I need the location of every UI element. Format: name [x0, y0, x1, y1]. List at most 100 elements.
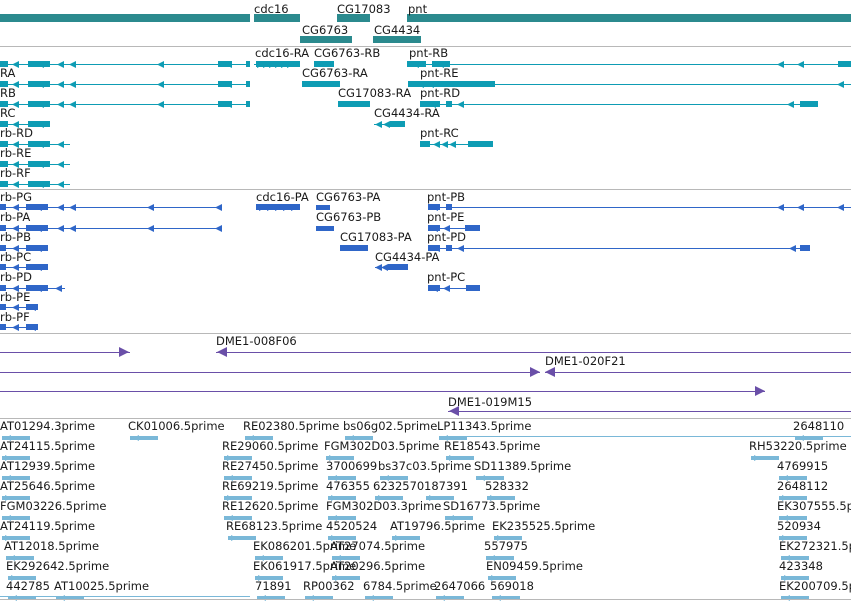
protein-pnt-PB-exon[interactable]	[446, 204, 452, 210]
rna-rb-RB-exon[interactable]	[246, 81, 250, 87]
est-label[interactable]: AT24115.5prime	[0, 439, 96, 453]
protein-pnt-PD-exon[interactable]	[800, 245, 810, 251]
rna-pnt-RD-exon[interactable]	[800, 101, 818, 107]
protein-label-rb-PA[interactable]: rb-PA	[0, 210, 31, 224]
est-label[interactable]: 2647066	[434, 579, 486, 593]
est-label[interactable]: AT10025.5prime	[54, 579, 150, 593]
est-label[interactable]: RE02380.5prime	[243, 419, 340, 433]
est-alignment[interactable]	[224, 496, 252, 500]
est-label[interactable]: RE18543.5prime	[444, 439, 541, 453]
est-alignment[interactable]	[224, 456, 252, 460]
protein-label-rb-PD[interactable]: rb-PD	[0, 270, 32, 284]
est-label[interactable]: 569018	[490, 579, 534, 593]
rna-label-RB[interactable]: RB	[0, 86, 16, 100]
protein-rb-PB-exon[interactable]	[0, 245, 6, 251]
est-label[interactable]: EK086201.5prime	[253, 539, 357, 553]
est-label[interactable]: 4520524	[326, 519, 378, 533]
est-label[interactable]: 3700699	[326, 459, 378, 473]
protein-rb-PC-exon[interactable]	[0, 264, 6, 270]
protein-rb-PA-exon[interactable]	[0, 225, 6, 231]
protein-label-CG6763-PB[interactable]: CG6763-PB	[316, 210, 382, 224]
gene-label-CG4434[interactable]: CG4434	[374, 23, 421, 37]
est-alignment[interactable]	[2, 536, 30, 540]
rna-label-CG4434-RA[interactable]: CG4434-RA	[374, 106, 440, 120]
protein-pnt-PE-exon[interactable]	[465, 225, 480, 231]
est-alignment[interactable]	[445, 516, 473, 520]
rna-rb-RG-exon[interactable]	[0, 181, 8, 187]
protein-label-pnt-PC[interactable]: pnt-PC	[427, 270, 466, 284]
rna-pnt-RC-exon[interactable]	[468, 141, 493, 147]
est-label[interactable]: AT12018.5prime	[4, 539, 100, 553]
est-label[interactable]: LP11343.5prime	[437, 419, 532, 433]
est-label[interactable]: RE27450.5prime	[222, 459, 319, 473]
rna-label-CG6763-RB[interactable]: CG6763-RB	[314, 46, 381, 60]
rna-label-rb-RD[interactable]: rb-RD	[0, 126, 34, 140]
est-alignment[interactable]	[380, 476, 408, 480]
clone-label-DME1-019M15[interactable]: DME1-019M15	[448, 395, 533, 409]
rna-label-CG6763-RA[interactable]: CG6763-RA	[302, 66, 368, 80]
est-alignment[interactable]	[332, 556, 360, 560]
est-alignment[interactable]	[375, 496, 403, 500]
rna-rb-RC-exon[interactable]	[0, 101, 8, 107]
est-label[interactable]: 442785	[6, 579, 50, 593]
gene-cdc16-glyph[interactable]	[254, 14, 300, 22]
est-label[interactable]: RE69219.5prime	[222, 479, 319, 493]
rna-label-CG17083-RA[interactable]: CG17083-RA	[338, 86, 412, 100]
est-alignment[interactable]	[328, 536, 356, 540]
est-label[interactable]: AT27074.5prime	[330, 539, 426, 553]
protein-label-rb-PG[interactable]: rb-PG	[0, 190, 33, 204]
est-alignment[interactable]	[779, 496, 807, 500]
protein-rb-PD-exon[interactable]	[0, 285, 6, 291]
est-label[interactable]: RE68123.5prime	[226, 519, 323, 533]
est-label[interactable]: EK235525.5prime	[492, 519, 596, 533]
est-label[interactable]: bs37c03.5prime	[378, 459, 472, 473]
est-label[interactable]: EK061917.5prime	[253, 559, 357, 573]
est-label[interactable]: 187391	[424, 479, 468, 493]
est-alignment[interactable]	[751, 456, 779, 460]
rna-rb-RC-exon[interactable]	[246, 101, 250, 107]
est-label[interactable]: AT20296.5prime	[330, 559, 426, 573]
est-alignment[interactable]	[224, 516, 252, 520]
est-label[interactable]: RH53220.5prime	[749, 439, 847, 453]
rna-label-pnt-RD[interactable]: pnt-RD	[420, 86, 461, 100]
est-label[interactable]: AT24119.5prime	[0, 519, 96, 533]
est-alignment[interactable]	[224, 476, 252, 480]
protein-CG6763-PB-exon[interactable]	[316, 225, 334, 231]
rna-rb-RF-exon[interactable]	[0, 161, 8, 167]
est-label[interactable]: CK01006.5prime	[128, 419, 225, 433]
est-label[interactable]: AT12939.5prime	[0, 459, 96, 473]
rna-label-pnt-RE[interactable]: pnt-RE	[420, 66, 459, 80]
est-alignment[interactable]	[492, 596, 520, 600]
est-label[interactable]: RP00362	[303, 579, 355, 593]
protein-pnt-PD-exon[interactable]	[446, 245, 452, 251]
rna-label-rb-RF[interactable]: rb-RF	[0, 166, 31, 180]
est-label[interactable]: SD16773.5prime	[443, 499, 541, 513]
gene-CG6763-glyph[interactable]	[300, 35, 352, 43]
est-alignment[interactable]	[365, 596, 393, 600]
est-alignment[interactable]	[56, 596, 84, 600]
est-alignment[interactable]	[781, 596, 809, 600]
rna-label-pnt-RB[interactable]: pnt-RB	[409, 46, 449, 60]
rna-label-RA[interactable]: RA	[0, 66, 16, 80]
est-label[interactable]: AT19796.5prime	[390, 519, 486, 533]
est-alignment[interactable]	[305, 596, 333, 600]
est-alignment[interactable]	[779, 516, 807, 520]
protein-label-CG6763-PA[interactable]: CG6763-PA	[316, 190, 381, 204]
est-alignment[interactable]	[436, 596, 464, 600]
est-alignment[interactable]	[332, 576, 360, 580]
est-alignment[interactable]	[795, 436, 823, 440]
est-alignment[interactable]	[476, 476, 504, 480]
est-alignment[interactable]	[345, 436, 373, 440]
est-alignment[interactable]	[2, 436, 30, 440]
est-label[interactable]: FGM302D03.3prime	[326, 499, 442, 513]
rna-rb-RA-exon[interactable]	[0, 61, 8, 67]
gene-CG17083-glyph[interactable]	[337, 14, 370, 22]
est-alignment[interactable]	[779, 536, 807, 540]
est-label[interactable]: 520934	[777, 519, 821, 533]
rna-CG4434-RA-exon[interactable]	[390, 121, 405, 127]
est-label[interactable]: 6232570	[373, 479, 425, 493]
est-alignment[interactable]	[494, 536, 522, 540]
est-alignment[interactable]	[2, 516, 30, 520]
protein-label-pnt-PD[interactable]: pnt-PD	[427, 230, 467, 244]
est-label[interactable]: AT25646.5prime	[0, 479, 96, 493]
